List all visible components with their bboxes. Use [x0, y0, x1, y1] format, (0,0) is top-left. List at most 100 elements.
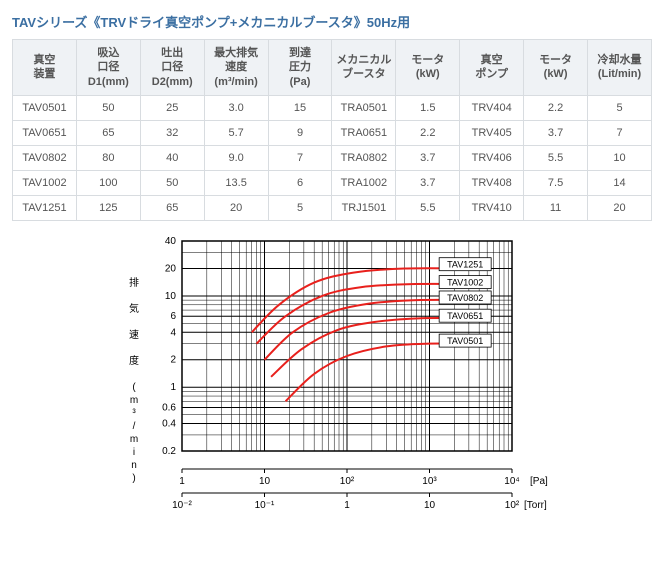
table-cell: 3.7: [396, 170, 460, 195]
svg-text:1: 1: [179, 476, 185, 487]
table-cell: TAV0651: [13, 120, 77, 145]
table-cell: 5.7: [204, 120, 268, 145]
col-header-9: 冷却水量(Lit/min): [588, 40, 652, 96]
svg-text:0.2: 0.2: [162, 446, 176, 457]
table-cell: TRV406: [460, 145, 524, 170]
table-cell: TRV404: [460, 95, 524, 120]
svg-text:TAV0802: TAV0802: [447, 293, 483, 303]
svg-text:10³: 10³: [422, 476, 437, 487]
table-row: TAV065165325.79TRA06512.2TRV4053.77: [13, 120, 652, 145]
svg-text:(: (: [132, 382, 136, 393]
table-cell: 15: [268, 95, 332, 120]
svg-text:10: 10: [424, 500, 436, 511]
table-cell: 125: [76, 195, 140, 220]
svg-text:速: 速: [129, 329, 139, 341]
col-header-8: モータ(kW): [524, 40, 588, 96]
svg-text:10: 10: [165, 291, 177, 302]
table-cell: 80: [76, 145, 140, 170]
svg-text:m: m: [130, 395, 138, 406]
svg-text:[Pa]: [Pa]: [530, 476, 548, 487]
col-header-1: 吸込口径D1(mm): [76, 40, 140, 96]
svg-text:10: 10: [259, 476, 271, 487]
table-cell: 11: [524, 195, 588, 220]
table-cell: 3.7: [524, 120, 588, 145]
table-cell: TAV1251: [13, 195, 77, 220]
table-cell: 2.2: [396, 120, 460, 145]
svg-text:0.4: 0.4: [162, 418, 176, 429]
table-cell: 5: [588, 95, 652, 120]
table-cell: 14: [588, 170, 652, 195]
svg-text:/: /: [133, 421, 136, 432]
table-cell: 50: [76, 95, 140, 120]
table-cell: 65: [76, 120, 140, 145]
svg-text:10²: 10²: [340, 476, 355, 487]
table-cell: 1.5: [396, 95, 460, 120]
table-cell: 7: [588, 120, 652, 145]
svg-text:10⁻¹: 10⁻¹: [255, 500, 275, 511]
table-cell: 65: [140, 195, 204, 220]
table-cell: TRV408: [460, 170, 524, 195]
col-header-6: モータ(kW): [396, 40, 460, 96]
table-cell: 20: [588, 195, 652, 220]
table-cell: TRJ1501: [332, 195, 396, 220]
table-cell: 7.5: [524, 170, 588, 195]
svg-text:[Torr]: [Torr]: [524, 500, 547, 511]
table-row: TAV080280409.07TRA08023.7TRV4065.510: [13, 145, 652, 170]
col-header-0: 真空装置: [13, 40, 77, 96]
table-cell: TAV0501: [13, 95, 77, 120]
table-cell: TAV1002: [13, 170, 77, 195]
table-cell: 100: [76, 170, 140, 195]
table-row: TAV125112565205TRJ15015.5TRV4101120: [13, 195, 652, 220]
svg-text:10²: 10²: [505, 500, 520, 511]
table-cell: 13.5: [204, 170, 268, 195]
table-cell: 3.7: [396, 145, 460, 170]
table-row: TAV10021005013.56TRA10023.7TRV4087.514: [13, 170, 652, 195]
svg-text:2: 2: [170, 355, 176, 366]
svg-text:TAV0651: TAV0651: [447, 311, 483, 321]
table-cell: 5: [268, 195, 332, 220]
table-cell: 50: [140, 170, 204, 195]
table-cell: 32: [140, 120, 204, 145]
svg-text:n: n: [131, 460, 137, 471]
svg-text:40: 40: [165, 236, 177, 247]
svg-text:i: i: [133, 447, 135, 458]
table-cell: 10: [588, 145, 652, 170]
svg-text:TAV0501: TAV0501: [447, 336, 483, 346]
svg-text:10⁴: 10⁴: [504, 476, 519, 487]
svg-text:10⁻²: 10⁻²: [172, 500, 192, 511]
table-cell: TRA0501: [332, 95, 396, 120]
spec-table: 真空装置吸込口径D1(mm)吐出口径D2(mm)最大排気速度(m³/min)到達…: [12, 39, 652, 221]
pump-chart: 0.20.40.61246102040TAV1251TAV1002TAV0802…: [102, 231, 562, 531]
table-cell: TRV410: [460, 195, 524, 220]
table-cell: 40: [140, 145, 204, 170]
svg-text:TAV1002: TAV1002: [447, 278, 483, 288]
svg-text:1: 1: [344, 500, 350, 511]
svg-text:³: ³: [132, 408, 136, 419]
table-cell: 9: [268, 120, 332, 145]
col-header-3: 最大排気速度(m³/min): [204, 40, 268, 96]
table-cell: 9.0: [204, 145, 268, 170]
svg-text:4: 4: [170, 327, 176, 338]
svg-text:6: 6: [170, 311, 176, 322]
col-header-5: メカニカルブースタ: [332, 40, 396, 96]
table-cell: 2.2: [524, 95, 588, 120]
table-cell: 25: [140, 95, 204, 120]
table-cell: 7: [268, 145, 332, 170]
col-header-2: 吐出口径D2(mm): [140, 40, 204, 96]
table-cell: 20: [204, 195, 268, 220]
col-header-4: 到達圧力(Pa): [268, 40, 332, 96]
chart-container: 0.20.40.61246102040TAV1251TAV1002TAV0802…: [12, 231, 652, 534]
table-cell: 5.5: [396, 195, 460, 220]
table-cell: 3.0: [204, 95, 268, 120]
svg-text:m: m: [130, 434, 138, 445]
svg-text:): ): [132, 473, 135, 484]
table-cell: TAV0802: [13, 145, 77, 170]
table-cell: TRA1002: [332, 170, 396, 195]
svg-text:1: 1: [170, 382, 176, 393]
table-cell: 5.5: [524, 145, 588, 170]
svg-text:排: 排: [129, 276, 139, 289]
svg-text:度: 度: [129, 354, 139, 367]
page-title: TAVシリーズ《TRVドライ真空ポンプ+メカニカルブースタ》50Hz用: [12, 12, 652, 31]
svg-text:気: 気: [129, 302, 139, 315]
svg-text:20: 20: [165, 263, 177, 274]
